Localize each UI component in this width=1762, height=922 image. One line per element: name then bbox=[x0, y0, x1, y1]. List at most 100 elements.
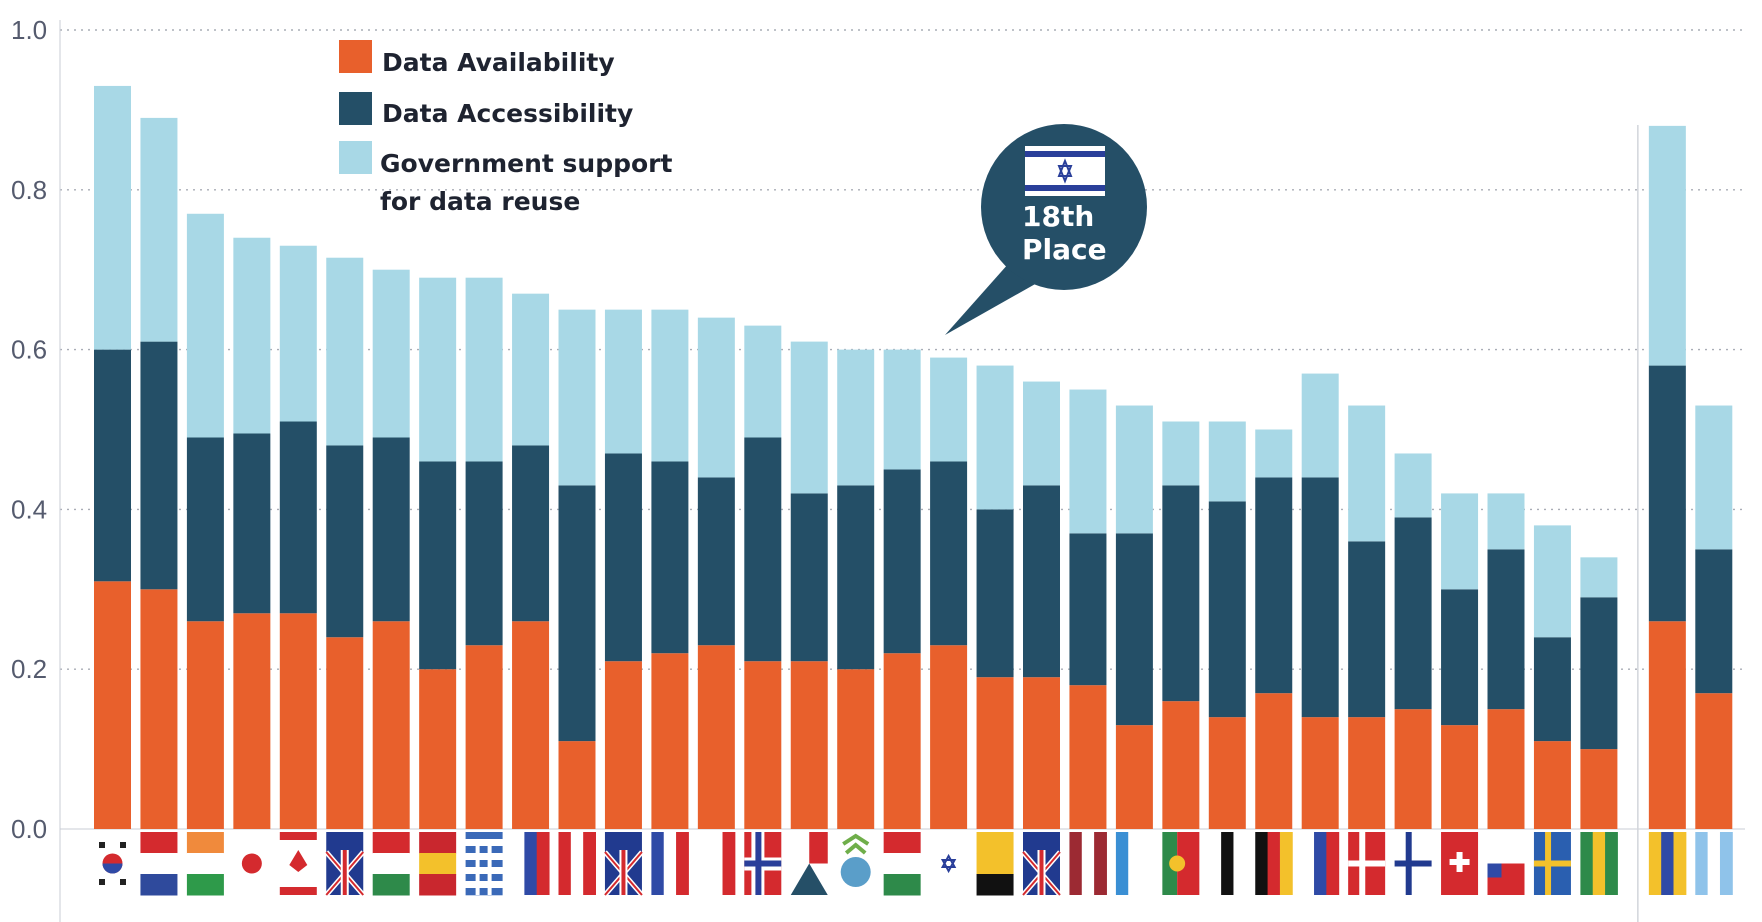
bar-segment-accessibility bbox=[837, 485, 875, 670]
bar-segment-government-support bbox=[279, 245, 317, 422]
bar-stack-australia bbox=[326, 257, 364, 829]
bar-segment-government-support bbox=[94, 85, 131, 350]
bar-segment-government-support bbox=[1115, 405, 1153, 534]
bar-stack-colombia bbox=[1648, 125, 1686, 829]
bar-segment-availability bbox=[419, 669, 457, 829]
bar-stack-norway bbox=[744, 325, 782, 829]
bar-segment-availability bbox=[1301, 717, 1339, 829]
bar-stack-iceland bbox=[1301, 373, 1339, 829]
argentina-flag-icon bbox=[1695, 832, 1733, 895]
bar-stack-sweden bbox=[1533, 525, 1571, 829]
bar-segment-government-support bbox=[604, 309, 642, 454]
bar-segment-availability bbox=[790, 661, 828, 829]
lithuania-flag-icon bbox=[1580, 832, 1618, 895]
finland-flag-icon bbox=[1394, 832, 1432, 895]
legend-swatch-accessibility bbox=[339, 92, 372, 125]
y-tick-label: 0.2 bbox=[11, 654, 47, 684]
latvia-flag-icon bbox=[1069, 832, 1107, 895]
bar-segment-government-support bbox=[140, 117, 178, 342]
bar-stack-estonia bbox=[1115, 405, 1153, 829]
bar-stack-france bbox=[651, 309, 689, 829]
bar-stack-portugal bbox=[1162, 421, 1200, 829]
bar-segment-government-support bbox=[512, 293, 550, 446]
bar-segment-availability bbox=[1255, 693, 1293, 829]
bar-segment-accessibility bbox=[697, 477, 735, 646]
legend-swatch-availability bbox=[339, 40, 372, 73]
bar-segment-government-support bbox=[930, 357, 968, 462]
legend-label-government-support-line1: Government support bbox=[380, 149, 673, 178]
bar-segment-government-support bbox=[419, 277, 457, 462]
colombia-flag-icon bbox=[1648, 832, 1687, 895]
bar-segment-accessibility bbox=[465, 461, 503, 646]
bar-segment-availability bbox=[1441, 725, 1479, 829]
bar-segment-government-support bbox=[372, 269, 410, 438]
bar-segment-availability bbox=[279, 613, 317, 829]
luxembourg-flag-icon bbox=[1208, 832, 1247, 895]
bar-segment-government-support bbox=[186, 213, 224, 438]
bar-segment-availability bbox=[1394, 709, 1432, 829]
bar-segment-availability bbox=[744, 661, 782, 829]
bar-stack-italy bbox=[697, 317, 735, 829]
bar-stack-lithuania bbox=[1580, 557, 1618, 829]
bar-segment-accessibility bbox=[1695, 549, 1733, 694]
hungary-flag-icon bbox=[883, 832, 921, 896]
bar-segment-government-support bbox=[1162, 421, 1200, 486]
austria-flag-icon bbox=[558, 832, 596, 895]
bar-segment-availability bbox=[233, 613, 271, 829]
new-zealand-flag-icon bbox=[603, 832, 644, 897]
bar-segment-government-support bbox=[651, 309, 689, 462]
bar-segment-government-support bbox=[1487, 493, 1525, 550]
bar-segment-availability bbox=[372, 621, 410, 829]
bar-stack-ireland bbox=[186, 213, 224, 829]
bar-stack-chile bbox=[1487, 493, 1525, 829]
sweden-flag-icon bbox=[1533, 832, 1571, 895]
bar-stack-denmark bbox=[1348, 405, 1386, 829]
oecd-flag-icon bbox=[837, 832, 875, 895]
bar-segment-availability bbox=[326, 637, 364, 829]
bar-stack-belgium bbox=[976, 365, 1014, 829]
israel-rank-callout: 18th Place bbox=[945, 124, 1147, 335]
bar-segment-accessibility bbox=[279, 421, 317, 614]
y-axis: 0.0 0.2 0.4 0.6 0.8 1.0 bbox=[11, 15, 61, 922]
bar-segment-accessibility bbox=[744, 437, 782, 662]
bar-segment-government-support bbox=[1533, 525, 1571, 638]
bar-segment-government-support bbox=[233, 237, 271, 434]
bar-segment-availability bbox=[1208, 717, 1246, 829]
bar-segment-accessibility bbox=[1301, 477, 1339, 718]
bar-segment-availability bbox=[697, 645, 735, 829]
bar-segment-availability bbox=[1115, 725, 1153, 829]
bar-segment-availability bbox=[465, 645, 503, 829]
bar-stack-czech-republic bbox=[790, 341, 828, 829]
bar-segment-accessibility bbox=[1441, 589, 1479, 726]
bar-segment-accessibility bbox=[930, 461, 968, 646]
bar-segment-accessibility bbox=[1580, 597, 1618, 750]
bar-stack-japan bbox=[233, 237, 271, 829]
bar-segment-availability bbox=[837, 669, 875, 829]
bar-segment-availability bbox=[1695, 693, 1733, 829]
bar-segment-availability bbox=[976, 677, 1014, 829]
bar-segment-government-support bbox=[326, 257, 364, 446]
denmark-flag-icon bbox=[1348, 832, 1386, 895]
bar-segment-government-support bbox=[790, 341, 828, 494]
country-flags bbox=[94, 832, 1733, 897]
spain-flag-icon bbox=[419, 832, 457, 896]
legend-label-accessibility: Data Accessibility bbox=[382, 99, 633, 128]
y-tick-label: 0.8 bbox=[11, 175, 47, 205]
greece-flag-icon bbox=[465, 832, 503, 896]
bar-segment-accessibility bbox=[1394, 517, 1432, 710]
united-kingdom-flag-icon bbox=[1021, 832, 1062, 897]
bar-stack-germany bbox=[1255, 429, 1293, 829]
bar-segment-availability bbox=[1648, 621, 1686, 829]
bar-segment-accessibility bbox=[1533, 637, 1571, 742]
bar-stack-oecd bbox=[837, 349, 875, 829]
bar-segment-accessibility bbox=[186, 437, 224, 622]
bar-segment-accessibility bbox=[1487, 549, 1525, 710]
bar-segment-accessibility bbox=[372, 437, 410, 622]
bar-stack-israel bbox=[930, 357, 968, 829]
bar-segment-availability bbox=[94, 581, 131, 829]
estonia-flag-icon bbox=[1115, 832, 1154, 895]
bar-segment-government-support bbox=[465, 277, 503, 462]
bar-segment-government-support bbox=[1348, 405, 1386, 542]
bar-segment-availability bbox=[1348, 717, 1386, 829]
bar-segment-government-support bbox=[1069, 389, 1107, 534]
